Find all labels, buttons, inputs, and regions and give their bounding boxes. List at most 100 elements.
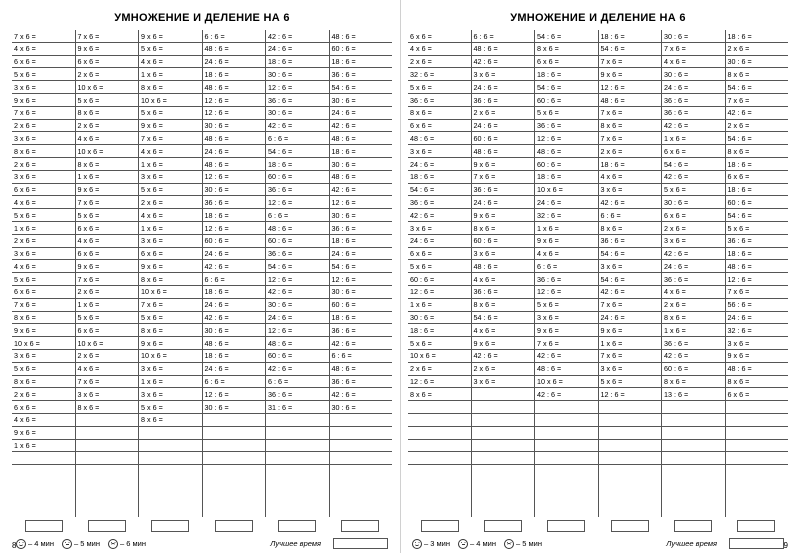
answer-box[interactable] <box>341 520 379 532</box>
exercise-cell: 60 : 6 = <box>472 132 535 145</box>
legend-item: – 6 мин <box>108 539 146 549</box>
answer-box[interactable] <box>674 520 712 532</box>
answer-box-slot <box>535 520 598 532</box>
exercise-cell <box>726 427 789 440</box>
best-time-box[interactable] <box>333 538 388 549</box>
answer-box-slot <box>265 520 328 532</box>
exercise-cell: 12 : 6 = <box>203 94 266 107</box>
exercise-cell: 9 x 6 = <box>472 158 535 171</box>
exercise-cell <box>139 427 202 440</box>
exercise-cell: 30 : 6 = <box>330 286 393 299</box>
exercise-cell <box>266 452 329 465</box>
exercise-cell: 18 : 6 = <box>726 248 789 261</box>
exercise-cell: 5 x 6 = <box>139 401 202 414</box>
answer-box-slot <box>12 520 75 532</box>
answer-box[interactable] <box>278 520 316 532</box>
exercise-cell: 1 x 6 = <box>599 337 662 350</box>
exercise-cell: 18 : 6 = <box>266 158 329 171</box>
exercise-cell: 18 : 6 = <box>599 30 662 43</box>
page-title-right: УМНОЖЕНИЕ И ДЕЛЕНИЕ НА 6 <box>408 12 788 24</box>
smile-face-icon <box>16 539 26 549</box>
exercise-cell: 6 x 6 = <box>535 56 598 69</box>
exercise-cell: 36 : 6 = <box>266 94 329 107</box>
exercise-cell: 1 x 6 = <box>76 171 139 184</box>
exercise-cell <box>266 427 329 440</box>
exercise-cell <box>266 440 329 453</box>
exercise-cell: 18 : 6 = <box>330 145 393 158</box>
exercise-cell: 42 : 6 = <box>726 107 789 120</box>
exercise-cell: 5 x 6 = <box>535 107 598 120</box>
exercise-cell: 4 x 6 = <box>662 56 725 69</box>
answer-box[interactable] <box>421 520 459 532</box>
answer-box[interactable] <box>547 520 585 532</box>
exercise-cell: 42 : 6 = <box>330 120 393 133</box>
answer-box[interactable] <box>484 520 522 532</box>
exercise-cell: 6 : 6 = <box>266 209 329 222</box>
exercise-cell: 6 x 6 = <box>408 120 471 133</box>
exercise-cell: 60 : 6 = <box>266 235 329 248</box>
answer-box-slot <box>139 520 202 532</box>
exercise-cell: 24 : 6 = <box>408 235 471 248</box>
exercise-cell: 54 : 6 = <box>535 81 598 94</box>
answer-box[interactable] <box>215 520 253 532</box>
sad-face-icon <box>108 539 118 549</box>
exercise-cell: 10 x 6 = <box>535 184 598 197</box>
exercise-cell <box>472 427 535 440</box>
exercise-cell: 24 : 6 = <box>535 196 598 209</box>
exercise-cell: 2 x 6 = <box>662 222 725 235</box>
exercise-cell: 18 : 6 = <box>330 312 393 325</box>
exercise-cell: 3 x 6 = <box>139 171 202 184</box>
exercise-cell: 4 x 6 = <box>139 209 202 222</box>
exercise-cell: 3 x 6 = <box>662 235 725 248</box>
exercise-cell: 36 : 6 = <box>535 120 598 133</box>
exercise-cell: 18 : 6 = <box>726 184 789 197</box>
exercise-cell <box>76 427 139 440</box>
exercise-cell: 8 x 6 = <box>726 145 789 158</box>
exercise-cell: 2 x 6 = <box>12 158 75 171</box>
exercise-cell: 8 x 6 = <box>599 222 662 235</box>
exercise-cell: 60 : 6 = <box>535 94 598 107</box>
answer-box[interactable] <box>25 520 63 532</box>
page-number-left: 8 <box>12 541 16 550</box>
exercise-cell: 32 : 6 = <box>726 324 789 337</box>
exercise-cell: 8 x 6 = <box>472 222 535 235</box>
exercise-cell: 54 : 6 = <box>726 209 789 222</box>
exercise-cell: 6 x 6 = <box>726 388 789 401</box>
exercise-cell: 54 : 6 = <box>330 260 393 273</box>
exercise-cell: 2 x 6 = <box>726 120 789 133</box>
exercise-cell: 3 x 6 = <box>472 376 535 389</box>
exercise-cell: 18 : 6 = <box>203 350 266 363</box>
exercise-cell: 30 : 6 = <box>662 196 725 209</box>
answer-box[interactable] <box>88 520 126 532</box>
best-time-box[interactable] <box>729 538 784 549</box>
exercise-cell: 12 : 6 = <box>535 132 598 145</box>
exercise-cell: 48 : 6 = <box>535 145 598 158</box>
exercise-cell: 3 x 6 = <box>535 312 598 325</box>
answer-box-slot <box>202 520 265 532</box>
exercise-cell: 48 : 6 = <box>330 363 393 376</box>
exercise-cell: 7 x 6 = <box>139 132 202 145</box>
exercise-column: 6 : 6 =48 : 6 =42 : 6 =3 x 6 =24 : 6 =36… <box>471 30 535 517</box>
answer-box[interactable] <box>737 520 775 532</box>
exercise-cell: 5 x 6 = <box>662 184 725 197</box>
exercise-cell: 6 : 6 = <box>203 30 266 43</box>
exercise-cell: 24 : 6 = <box>472 120 535 133</box>
best-time-label: Лучшее время <box>666 539 717 548</box>
exercise-cell: 8 x 6 = <box>12 145 75 158</box>
exercise-cell: 2 x 6 = <box>139 196 202 209</box>
answer-box[interactable] <box>611 520 649 532</box>
exercise-cell: 8 x 6 = <box>12 376 75 389</box>
exercise-cell: 5 x 6 = <box>12 209 75 222</box>
exercise-cell: 48 : 6 = <box>203 43 266 56</box>
exercise-cell: 24 : 6 = <box>662 81 725 94</box>
exercise-cell: 4 x 6 = <box>472 324 535 337</box>
best-time-label: Лучшее время <box>270 539 321 548</box>
exercise-cell: 1 x 6 = <box>76 299 139 312</box>
exercise-cell: 36 : 6 = <box>599 235 662 248</box>
answer-box[interactable] <box>151 520 189 532</box>
exercise-cell: 8 x 6 = <box>662 312 725 325</box>
exercise-cell: 2 x 6 = <box>76 68 139 81</box>
exercise-cell: 30 : 6 = <box>203 324 266 337</box>
exercise-cell: 6 x 6 = <box>408 248 471 261</box>
neutral-face-icon <box>458 539 468 549</box>
